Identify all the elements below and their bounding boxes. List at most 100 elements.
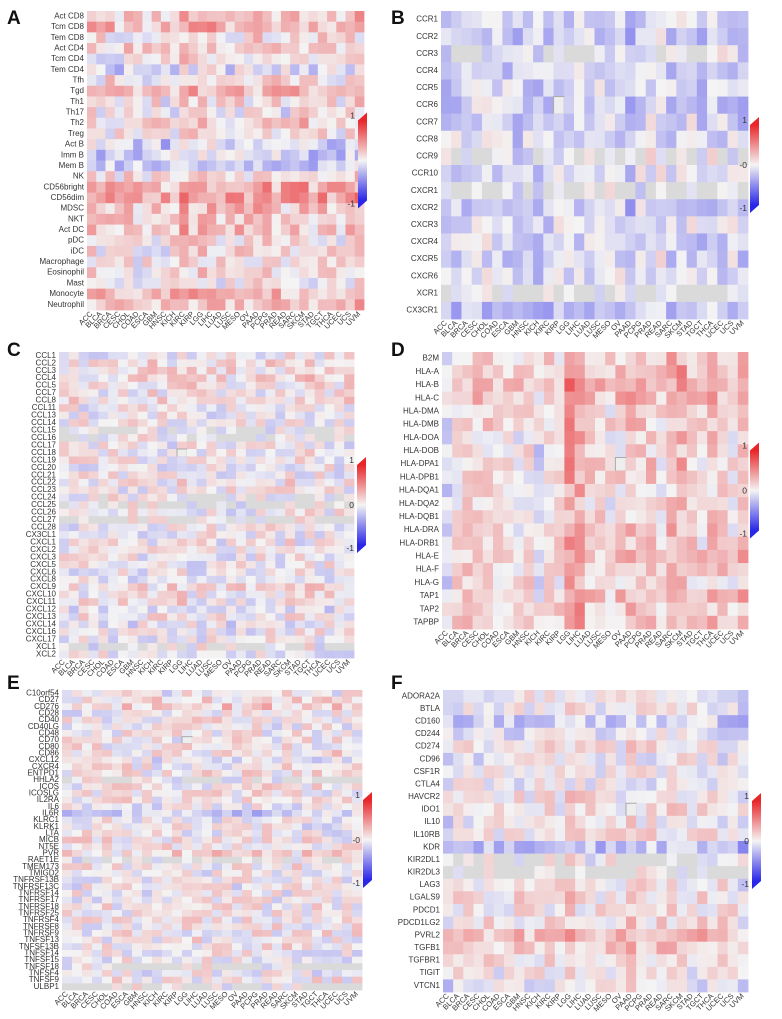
heatmap-cell xyxy=(196,434,207,442)
heatmap-cell xyxy=(522,62,534,80)
heatmap-cell xyxy=(342,716,353,724)
heatmap-cell xyxy=(226,643,237,651)
heatmap-cell xyxy=(534,702,546,716)
heatmap-cell xyxy=(304,366,316,375)
heatmap-cell xyxy=(182,916,193,924)
heatmap-cell xyxy=(322,956,333,964)
heatmap-cell xyxy=(82,923,93,931)
heatmap-cell xyxy=(727,233,739,251)
heatmap-cell xyxy=(344,590,355,599)
heatmap-cell xyxy=(564,404,575,419)
heatmap-cell xyxy=(142,863,153,871)
heatmap-cell xyxy=(232,743,243,751)
heatmap-cell xyxy=(285,359,296,368)
heatmap-cell xyxy=(142,171,153,183)
heatmap-cell xyxy=(82,896,93,904)
heatmap-cell xyxy=(252,950,263,958)
heatmap-cell xyxy=(492,301,503,320)
heatmap-cell xyxy=(584,147,595,166)
heatmap-cell xyxy=(142,756,153,764)
heatmap-cell xyxy=(483,690,495,703)
heatmap-cell xyxy=(123,139,134,151)
heatmap-cell xyxy=(243,256,254,268)
heatmap-cell xyxy=(127,463,139,472)
heatmap-cell xyxy=(655,130,667,149)
heatmap-cell xyxy=(123,299,134,311)
heatmap-cell xyxy=(503,576,514,590)
heatmap-cell xyxy=(482,497,494,511)
heatmap-cell xyxy=(292,983,303,991)
heatmap-cell xyxy=(188,235,199,247)
heatmap-cell xyxy=(717,589,728,604)
heatmap-cell xyxy=(707,45,718,63)
heatmap-cell xyxy=(512,165,524,183)
heatmap-cell xyxy=(275,501,286,510)
heatmap-cell xyxy=(188,64,199,76)
heatmap-cell xyxy=(78,426,89,435)
heatmap-cell xyxy=(68,441,80,450)
heatmap-cell xyxy=(216,396,227,405)
row-label: Tfh xyxy=(72,76,84,85)
heatmap-cell xyxy=(87,171,97,183)
heatmap-cell xyxy=(295,531,306,539)
heatmap-cell xyxy=(697,444,708,458)
heatmap-cell xyxy=(170,117,180,129)
heatmap-cell xyxy=(262,723,273,731)
heatmap-cell xyxy=(232,896,243,904)
heatmap-cell xyxy=(82,830,93,838)
heatmap-cell xyxy=(442,549,453,564)
heatmap-cell xyxy=(108,359,119,368)
heatmap-cell xyxy=(544,563,555,577)
heatmap-cell xyxy=(242,896,253,904)
heatmap-cell xyxy=(123,181,134,193)
heatmap-cell xyxy=(317,277,328,290)
heatmap-cell xyxy=(312,970,323,978)
heatmap-cell xyxy=(533,444,545,458)
heatmap-cell xyxy=(167,381,178,390)
heatmap-cell xyxy=(332,930,343,938)
heatmap-cell xyxy=(122,870,133,878)
heatmap-cell xyxy=(332,963,343,971)
heatmap-cell xyxy=(282,743,293,751)
heatmap-cell xyxy=(717,165,728,183)
heatmap-cell xyxy=(280,85,291,97)
heatmap-cell xyxy=(492,233,503,251)
heatmap-cell xyxy=(242,763,253,771)
heatmap-cell xyxy=(236,352,247,360)
heatmap-cell xyxy=(342,956,353,964)
heatmap-cell xyxy=(226,575,237,584)
heatmap-cell xyxy=(253,96,263,108)
heatmap-cell xyxy=(133,181,143,193)
heatmap-cell xyxy=(574,576,586,590)
heatmap-cell xyxy=(324,381,335,390)
heatmap-cell xyxy=(533,199,544,217)
heatmap-cell xyxy=(292,736,303,744)
heatmap-cell xyxy=(245,419,257,428)
heatmap-cell xyxy=(442,615,453,630)
heatmap-cell xyxy=(345,21,356,33)
heatmap-cell xyxy=(513,549,524,564)
heatmap-cell xyxy=(262,181,273,193)
heatmap-cell xyxy=(317,267,328,279)
heatmap-cell xyxy=(452,404,463,419)
heatmap-cell xyxy=(544,457,555,472)
heatmap-cell xyxy=(162,983,173,991)
heatmap-cell xyxy=(697,690,708,703)
heatmap-cell xyxy=(105,21,116,33)
heatmap-cell xyxy=(686,113,698,132)
heatmap-cell xyxy=(262,21,273,33)
heatmap-cell xyxy=(142,224,153,236)
heatmap-cell xyxy=(253,181,263,193)
heatmap-cell xyxy=(88,456,99,465)
heatmap-cell xyxy=(344,404,355,413)
heatmap-cell xyxy=(299,64,309,76)
heatmap-cell xyxy=(271,128,282,140)
heatmap-cell xyxy=(553,267,565,286)
heatmap-cell xyxy=(522,147,534,166)
heatmap-cell xyxy=(290,53,300,65)
heatmap-cell xyxy=(123,267,134,279)
heatmap-cell xyxy=(167,419,178,428)
heatmap-cell xyxy=(302,750,313,758)
heatmap-cell xyxy=(523,417,535,432)
heatmap-cell xyxy=(147,583,158,592)
